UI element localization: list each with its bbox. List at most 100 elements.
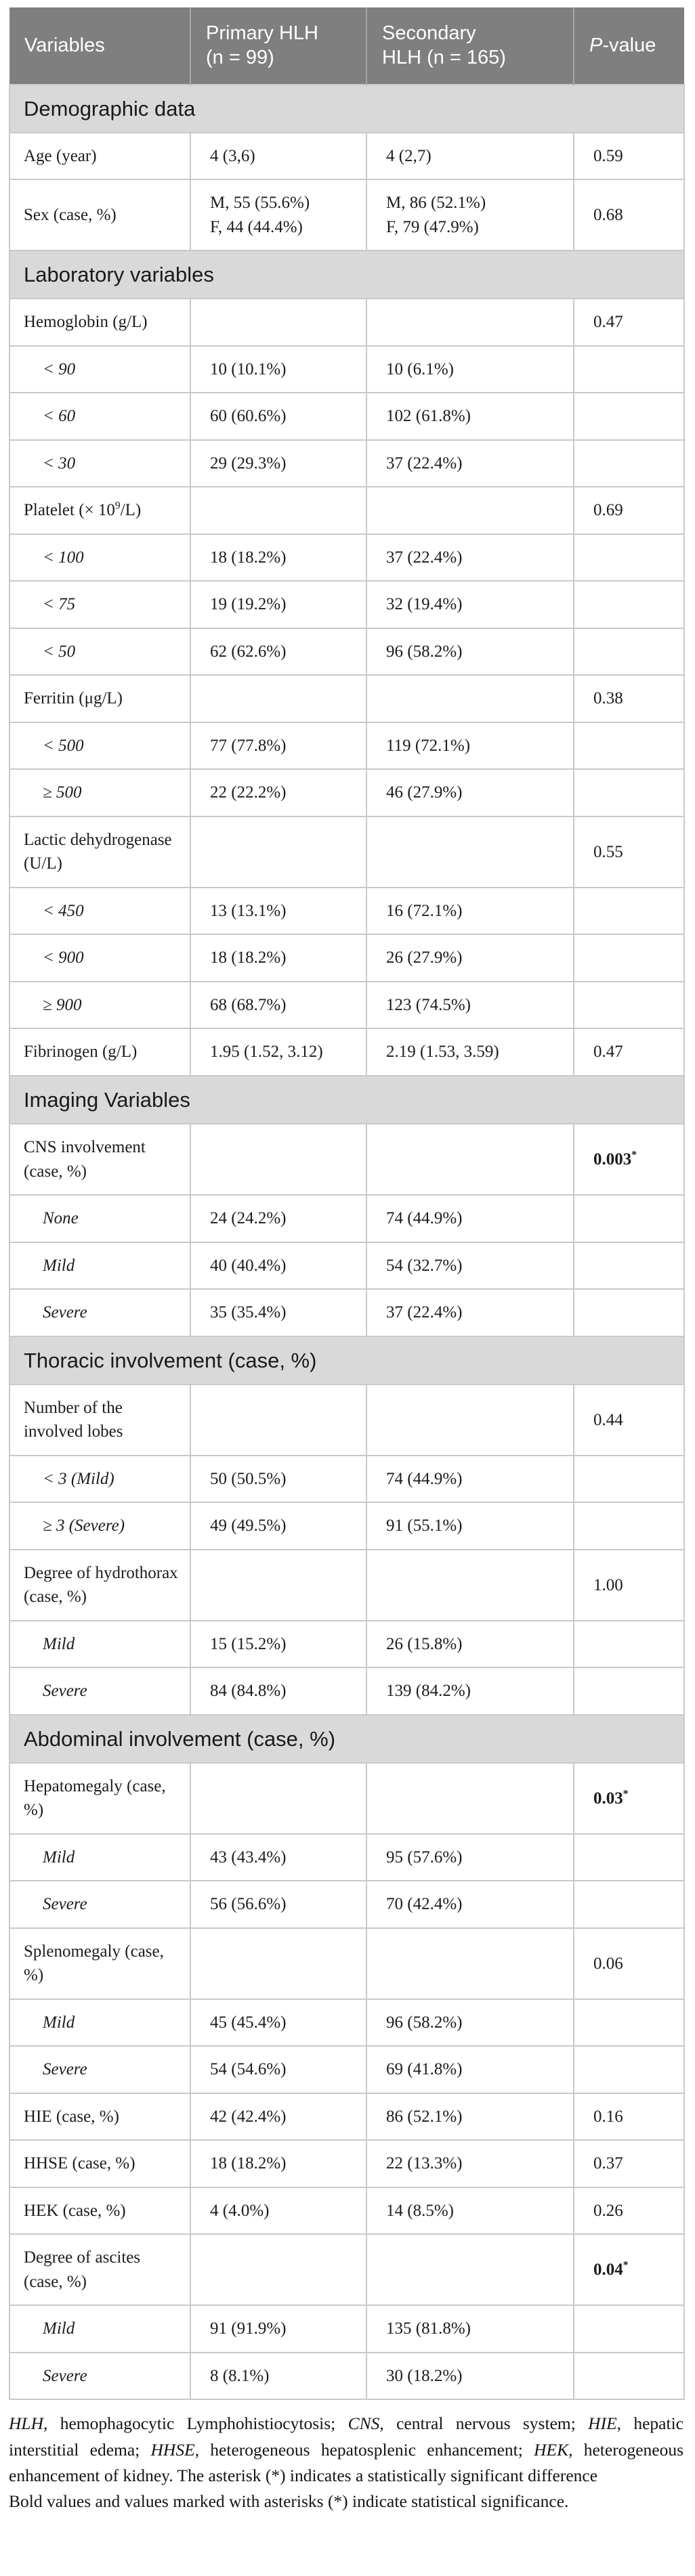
secondary-hlh-value-cell: 30 (18.2%) (366, 2351, 574, 2401)
primary-hlh-value-cell (190, 1383, 367, 1456)
table-row: Ferritin (μg/L) 0.38 (9, 674, 685, 723)
primary-hlh-value-cell: 45 (45.4%) (190, 1998, 367, 2047)
secondary-hlh-value-cell (366, 1548, 574, 1621)
table-row: Age (year) 4 (3,6) 4 (2,7) 0.59 (9, 131, 685, 181)
variable-label-cell: ≥ 900 (9, 980, 191, 1030)
primary-hlh-value-cell: 4 (4.0%) (190, 2186, 367, 2235)
variable-label-cell: Splenomegaly (case, %) (9, 1927, 191, 2000)
p-value-cell: 0.69 (573, 486, 685, 535)
table-row: < 30 29 (29.3%) 37 (22.4%) (9, 439, 685, 488)
p-value-cell (573, 345, 685, 394)
hlh-comparison-table: Variables Primary HLH (n = 99) Secondary… (9, 7, 685, 2401)
table-row: Severe 56 (56.6%) 70 (42.4%) (9, 1880, 685, 1929)
primary-hlh-value-cell: 84 (84.8%) (190, 1667, 367, 1716)
variable-label-cell: ≥ 3 (Severe) (9, 1502, 191, 1550)
variable-label-cell: < 3 (Mild) (9, 1454, 191, 1504)
secondary-hlh-value-cell: 91 (55.1%) (366, 1502, 574, 1550)
table-row: < 3 (Mild) 50 (50.5%) 74 (44.9%) (9, 1454, 685, 1504)
table-row: Sex (case, %) M, 55 (55.6%) F, 44 (44.4%)… (9, 179, 685, 252)
variable-label-cell: Mild (9, 1998, 191, 2047)
p-value-cell: 0.06 (573, 1927, 685, 2000)
secondary-hlh-value-cell: 14 (8.5%) (366, 2186, 574, 2235)
table-row: < 50 62 (62.6%) 96 (58.2%) (9, 627, 685, 676)
variable-label-cell: None (9, 1194, 191, 1243)
table-row: Mild 45 (45.4%) 96 (58.2%) (9, 1998, 685, 2047)
secondary-hlh-value-cell (366, 2233, 574, 2307)
variable-label-cell: Sex (case, %) (9, 179, 191, 252)
variable-label-cell: Platelet (× 109/L) (9, 486, 191, 535)
variable-label-cell: Mild (9, 2305, 191, 2353)
variable-label-cell: CNS involvement (case, %) (9, 1123, 191, 1196)
primary-hlh-value-cell: 77 (77.8%) (190, 721, 367, 770)
table-row: Fibrinogen (g/L) 1.95 (1.52, 3.12) 2.19 (1… (9, 1028, 685, 1076)
secondary-hlh-value-cell (366, 1927, 574, 2000)
primary-hlh-value-cell: 10 (10.1%) (190, 345, 367, 394)
primary-hlh-value-cell (190, 1123, 367, 1196)
secondary-hlh-value-cell: 139 (84.2%) (366, 1667, 574, 1716)
p-value-cell (573, 1833, 685, 1882)
secondary-hlh-value-cell: M, 86 (52.1%) F, 79 (47.9%) (366, 179, 574, 252)
primary-hlh-value-cell: 42 (42.4%) (190, 2092, 367, 2141)
p-value-cell: 0.26 (573, 2186, 685, 2235)
variable-label-cell: < 60 (9, 392, 191, 441)
variable-label-cell: Hepatomegaly (case, %) (9, 1762, 191, 1835)
primary-hlh-value-cell (190, 815, 367, 888)
table-row: < 60 60 (60.6%) 102 (61.8%) (9, 392, 685, 441)
section-title: Laboratory variables (9, 250, 685, 300)
p-value-cell: 0.47 (573, 298, 685, 347)
variable-label-cell: < 75 (9, 580, 191, 629)
secondary-hlh-value-cell: 69 (41.8%) (366, 2045, 574, 2094)
secondary-hlh-value-cell (366, 486, 574, 535)
primary-hlh-value-cell: 8 (8.1%) (190, 2351, 367, 2401)
table-row: Severe 35 (35.4%) 37 (22.4%) (9, 1288, 685, 1337)
p-value-cell: 0.44 (573, 1383, 685, 1456)
column-header-primary-hlh: Primary HLH (n = 99) (190, 7, 366, 85)
table-row: HEK (case, %) 4 (4.0%) 14 (8.5%) 0.26 (9, 2186, 685, 2235)
primary-hlh-value-cell: 40 (40.4%) (190, 1241, 367, 1290)
variable-label-cell: < 450 (9, 886, 191, 936)
p-value-cell: 1.00 (573, 1548, 685, 1621)
p-value-cell (573, 2305, 685, 2353)
p-value-cell (573, 1454, 685, 1504)
primary-hlh-value-cell: 54 (54.6%) (190, 2045, 367, 2094)
p-value-cell (573, 439, 685, 488)
column-header-variables: Variables (9, 7, 190, 85)
secondary-hlh-value-cell: 123 (74.5%) (366, 980, 574, 1030)
primary-hlh-value-cell: 91 (91.9%) (190, 2305, 367, 2353)
secondary-hlh-value-cell (366, 815, 574, 888)
secondary-hlh-value-cell: 119 (72.1%) (366, 721, 574, 770)
p-value-cell: 0.38 (573, 674, 685, 723)
p-value-cell (573, 1194, 685, 1243)
table-row: < 450 13 (13.1%) 16 (72.1%) (9, 886, 685, 936)
p-value-cell: 0.59 (573, 131, 685, 181)
table-row: < 75 19 (19.2%) 32 (19.4%) (9, 580, 685, 629)
primary-hlh-value-cell: 13 (13.1%) (190, 886, 367, 936)
variable-label-cell: Severe (9, 1288, 191, 1337)
footnote-significance-note: Bold values and values marked with aster… (9, 2491, 569, 2512)
variable-label-cell: HIE (case, %) (9, 2092, 191, 2141)
secondary-hlh-value-cell: 37 (22.4%) (366, 533, 574, 582)
variable-label-cell: Severe (9, 1880, 191, 1929)
p-value-cell: 0.03* (573, 1762, 685, 1835)
p-value-cell: 0.16 (573, 2092, 685, 2141)
column-header-p-value: P-value (573, 7, 684, 85)
secondary-hlh-value-cell: 96 (58.2%) (366, 1998, 574, 2047)
p-value-cell (573, 392, 685, 441)
primary-hlh-value-cell (190, 674, 367, 723)
secondary-hlh-value-cell (366, 1762, 574, 1835)
table-row: Mild 43 (43.4%) 95 (57.6%) (9, 1833, 685, 1882)
section-title: Abdominal involvement (case, %) (9, 1713, 685, 1764)
primary-hlh-value-cell: 68 (68.7%) (190, 980, 367, 1030)
primary-hlh-value-cell: 35 (35.4%) (190, 1288, 367, 1337)
table-footnote: HLH, hemophagocytic Lymphohistiocytosis;… (9, 2411, 683, 2514)
table-row: Degree of ascites (case, %) 0.04* (9, 2233, 685, 2307)
variable-label-cell: Hemoglobin (g/L) (9, 298, 191, 347)
variable-label-cell: HHSE (case, %) (9, 2139, 191, 2188)
primary-hlh-value-cell (190, 1548, 367, 1621)
variable-label-cell: Lactic dehydrogenase (U/L) (9, 815, 191, 888)
table-row: Severe 84 (84.8%) 139 (84.2%) (9, 1667, 685, 1716)
section-header-row: Abdominal involvement (case, %) (9, 1713, 685, 1764)
table-row: < 500 77 (77.8%) 119 (72.1%) (9, 721, 685, 770)
secondary-hlh-value-cell: 16 (72.1%) (366, 886, 574, 936)
